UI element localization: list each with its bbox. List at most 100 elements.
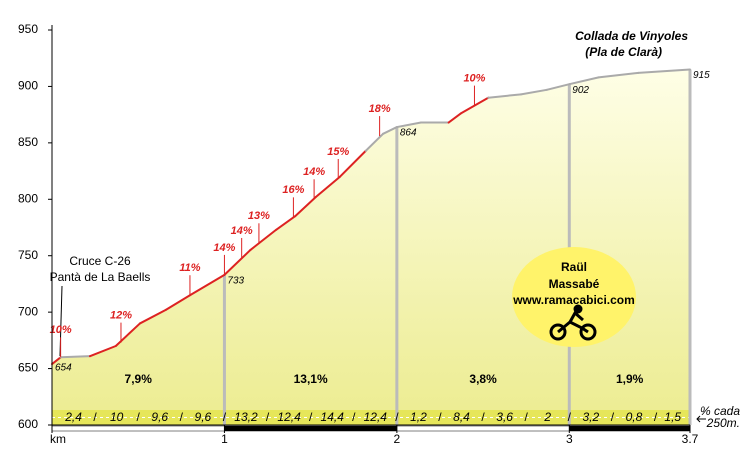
grade-label: 14% bbox=[231, 225, 253, 237]
km-bar bbox=[396, 425, 570, 432]
grade-label: 11% bbox=[179, 262, 200, 274]
y-tick-label: 900 bbox=[18, 79, 38, 93]
profile-line bbox=[338, 149, 367, 178]
x-tick-label: km bbox=[50, 432, 66, 446]
grade-label: 16% bbox=[282, 184, 304, 196]
quarter-sep: / bbox=[180, 410, 184, 424]
x-tick-label: 3 bbox=[566, 432, 573, 446]
note-arrow bbox=[696, 415, 706, 423]
logo-text: Massabé bbox=[549, 277, 600, 291]
quarter-grade: 0,8 bbox=[626, 410, 643, 424]
profile-line bbox=[188, 273, 226, 297]
quarter-grade: 8,4 bbox=[453, 410, 470, 424]
profile-line bbox=[275, 215, 297, 231]
quarter-grade: 3,6 bbox=[496, 410, 513, 424]
y-tick-label: 850 bbox=[18, 135, 38, 149]
section-grade: 3,8% bbox=[469, 372, 497, 386]
chart-subtitle: (Pla de Clarà) bbox=[585, 45, 662, 59]
profile-line bbox=[223, 249, 252, 276]
quarter-grade: 9,6 bbox=[195, 410, 212, 424]
quarter-note: % cada bbox=[700, 404, 740, 418]
grade-label: 14% bbox=[303, 166, 325, 178]
y-tick-label: 800 bbox=[18, 191, 38, 205]
point-label: 915 bbox=[693, 70, 710, 81]
quarter-sep: / bbox=[93, 410, 97, 424]
profile-line bbox=[249, 228, 278, 252]
km-bar bbox=[224, 425, 398, 432]
profile-line bbox=[637, 68, 691, 74]
quarter-grade: 2 bbox=[543, 410, 551, 424]
grade-label: 14% bbox=[213, 242, 235, 254]
quarter-grade: 3,2 bbox=[583, 410, 600, 424]
cyclist-icon bbox=[549, 304, 597, 341]
quarter-grade: 10 bbox=[110, 410, 124, 424]
x-tick-label: 1 bbox=[221, 432, 228, 446]
grade-label: 12% bbox=[110, 310, 132, 322]
quarter-sep: / bbox=[266, 410, 270, 424]
section-grade: 13,1% bbox=[294, 372, 328, 386]
quarter-grade: 2,4 bbox=[64, 410, 82, 424]
quarter-grade: 13,2 bbox=[234, 410, 258, 424]
profile-line bbox=[294, 196, 317, 218]
y-tick-label: 750 bbox=[18, 248, 38, 262]
point-label: 733 bbox=[227, 276, 244, 287]
quarter-grade: 12,4 bbox=[277, 410, 301, 424]
section-grade: 7,9% bbox=[125, 372, 153, 386]
profile-line bbox=[395, 121, 423, 129]
km-bar bbox=[51, 425, 225, 432]
quarter-sep: / bbox=[654, 410, 658, 424]
profile-line bbox=[164, 294, 191, 311]
quarter-sep: / bbox=[481, 410, 485, 424]
section-grade: 1,9% bbox=[616, 372, 644, 386]
quarter-sep: / bbox=[395, 410, 399, 424]
quarter-grade: 12,4 bbox=[364, 410, 388, 424]
start-label: Cruce C-26 bbox=[69, 254, 131, 268]
profile-line bbox=[51, 356, 62, 366]
x-tick-label: 3.7 bbox=[682, 432, 699, 446]
profile-line bbox=[447, 112, 462, 124]
profile-line bbox=[597, 71, 640, 79]
grade-label: 15% bbox=[327, 146, 349, 158]
quarter-grade: 14,4 bbox=[321, 410, 345, 424]
quarter-sep: / bbox=[137, 410, 141, 424]
point-label: 654 bbox=[55, 363, 72, 374]
grade-label: 10% bbox=[463, 73, 485, 85]
grade-label: 10% bbox=[50, 324, 72, 336]
x-tick-label: 2 bbox=[394, 432, 401, 446]
logo: Raül Massabé www.ramacabici.com bbox=[512, 247, 636, 347]
chart-title: Collada de Vinyoles bbox=[575, 29, 688, 43]
profile-line bbox=[487, 93, 523, 99]
km-bar bbox=[569, 425, 691, 432]
profile-line bbox=[114, 322, 141, 347]
profile-line bbox=[88, 345, 117, 358]
point-label: 902 bbox=[572, 85, 589, 96]
profile-line bbox=[138, 308, 167, 325]
quarter-sep: / bbox=[309, 410, 313, 424]
logo-text: Raül bbox=[561, 260, 587, 274]
start-label: Pantà de La Baells bbox=[50, 270, 151, 284]
profile-line bbox=[382, 126, 398, 135]
profile-line bbox=[59, 355, 91, 359]
grade-label: 18% bbox=[369, 103, 391, 115]
y-tick-label: 650 bbox=[18, 361, 38, 375]
quarter-grade: 1,5 bbox=[664, 410, 681, 424]
profile-line bbox=[568, 76, 600, 86]
point-label: 864 bbox=[400, 128, 417, 139]
quarter-sep: / bbox=[352, 410, 356, 424]
y-tick-label: 600 bbox=[18, 417, 38, 431]
quarter-sep: / bbox=[525, 410, 529, 424]
profile-line bbox=[520, 88, 548, 96]
quarter-note: 250m. bbox=[706, 416, 740, 430]
y-tick-label: 950 bbox=[18, 22, 38, 36]
quarter-sep: / bbox=[611, 410, 615, 424]
profile-line bbox=[545, 83, 571, 91]
profile-area bbox=[52, 69, 690, 425]
grade-label: 13% bbox=[248, 210, 270, 222]
y-tick-label: 700 bbox=[18, 304, 38, 318]
quarter-grade: 9,6 bbox=[151, 410, 168, 424]
quarter-grade: 1,2 bbox=[410, 410, 427, 424]
quarter-sep: / bbox=[438, 410, 442, 424]
quarter-sep: / bbox=[223, 410, 227, 424]
profile-line bbox=[364, 132, 385, 152]
